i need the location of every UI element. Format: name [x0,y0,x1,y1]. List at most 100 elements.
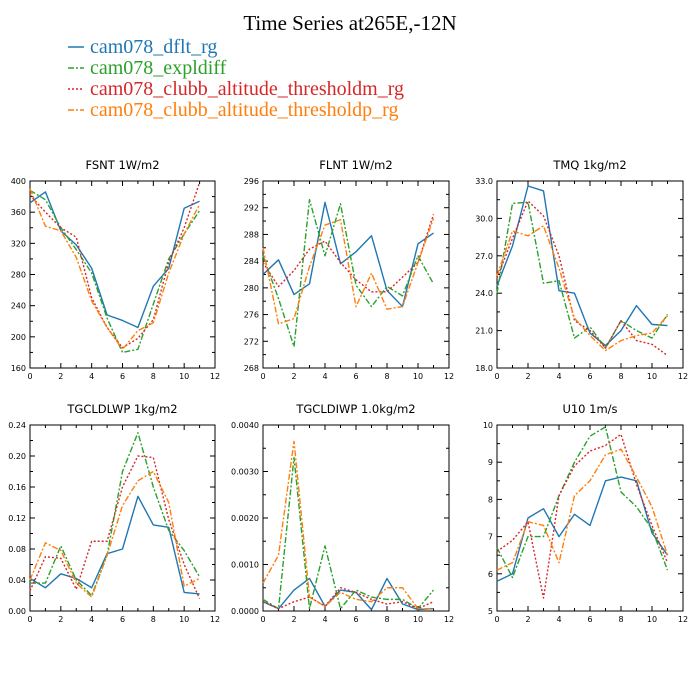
x-tick-label: 8 [618,372,623,381]
x-tick-label: 2 [58,372,63,381]
x-tick-label: 6 [587,372,592,381]
series-line [29,182,201,349]
x-tick-label: 0 [27,615,32,624]
series-line [496,201,669,349]
y-tick-label: 0.00 [8,607,26,616]
x-tick-label: 0 [260,615,265,624]
x-tick-label: 8 [151,615,156,624]
y-tick-label: 27.0 [475,252,493,261]
series-line [262,201,434,308]
y-tick-label: 6 [488,570,493,579]
panel-title: FLNT 1W/m2 [319,158,392,172]
y-tick-label: 0.04 [8,576,26,585]
plot-frame [496,180,684,369]
y-tick-label: 288 [244,230,259,239]
x-tick-label: 2 [291,615,296,624]
series-line [262,198,435,348]
x-tick-label: 12 [678,615,688,624]
y-tick-label: 18.0 [475,364,493,373]
x-tick-label: 12 [210,615,220,624]
x-tick-label: 4 [89,615,94,624]
x-tick-label: 12 [678,372,688,381]
legend-label: cam078_clubb_altitude_thresholdp_rg [90,99,398,121]
x-tick-label: 8 [151,372,156,381]
series-line [496,185,668,347]
x-tick-label: 10 [647,372,657,381]
x-tick-label: 10 [647,615,657,624]
x-tick-label: 8 [618,615,623,624]
x-tick-label: 0 [494,372,499,381]
x-tick-label: 4 [89,372,94,381]
legend-label: cam078_dflt_rg [90,36,217,58]
y-tick-label: 272 [244,337,259,346]
panel-title: TMQ 1kg/m2 [552,158,626,172]
y-tick-label: 0.12 [8,514,26,523]
panel-title: TGCLDIWP 1.0kg/m2 [295,402,415,416]
x-tick-label: 10 [179,372,189,381]
series-line [29,455,201,599]
panel-title: U10 1m/s [562,402,617,416]
y-tick-label: 200 [11,333,26,342]
y-tick-label: 7 [488,533,493,542]
y-tick-label: 33.0 [475,177,493,186]
chart-panel: FSNT 1W/m2 0 2 4 6 8 10 12 160 200 240 280 320 360 400 [11,158,220,381]
series-line [29,189,201,354]
series-line [262,456,435,610]
y-tick-label: 0.08 [8,545,26,554]
y-tick-label: 24.0 [475,289,493,298]
x-tick-label: 10 [413,615,423,624]
x-tick-label: 12 [444,372,454,381]
y-tick-label: 0.0010 [231,561,259,570]
series-line [262,218,435,325]
y-tick-label: 160 [11,364,26,373]
y-tick-label: 21.0 [475,327,493,336]
plot-frame [496,424,684,612]
series-line [496,225,669,352]
series-line [262,577,434,611]
series-line [262,214,435,293]
x-tick-label: 4 [556,615,561,624]
legend-label: cam078_expldiff [90,57,227,79]
series-line [29,470,200,598]
series-line [29,191,200,329]
series-line [496,200,668,357]
series-line [262,440,434,610]
plot-frame [262,424,450,612]
y-tick-label: 0.16 [8,483,26,492]
x-tick-label: 2 [291,372,296,381]
x-tick-label: 0 [260,372,265,381]
y-tick-label: 0.0000 [231,607,259,616]
y-tick-label: 5 [488,607,493,616]
x-tick-label: 2 [525,372,530,381]
x-tick-label: 10 [413,372,423,381]
chart-panel: TGCLDIWP 1.0kg/m2 0 2 4 6 8 10 12 0.0000 0.0010 0.… [231,402,454,624]
x-tick-label: 10 [179,615,189,624]
x-tick-label: 6 [120,372,125,381]
y-tick-label: 0.20 [8,452,26,461]
series-line [262,587,434,610]
y-tick-label: 280 [11,271,26,280]
series-line [29,188,201,350]
figure-title: Time Series at265E,-12N [243,11,456,35]
series-line [29,495,200,595]
y-tick-label: 268 [244,364,259,373]
plot-frame [29,180,216,369]
series-line [496,433,669,599]
x-tick-label: 8 [384,372,389,381]
x-tick-label: 6 [353,615,358,624]
y-tick-label: 9 [488,458,493,467]
series-line [496,426,669,579]
series-line [496,476,669,582]
y-tick-label: 280 [244,284,259,293]
y-tick-label: 400 [11,177,26,186]
chart-panel: FLNT 1W/m2 0 2 4 6 8 10 12 268 272 276 280 284 288 292… [244,158,454,381]
x-tick-label: 8 [384,615,389,624]
y-tick-label: 240 [11,302,26,311]
y-tick-label: 0.0040 [231,421,259,430]
chart-panel: TGCLDLWP 1kg/m2 0 2 4 6 8 10 12 0.00 0.04 0.08 0.12… [8,402,220,624]
x-tick-label: 0 [27,372,32,381]
y-tick-label: 360 [11,208,26,217]
panel-title: FSNT 1W/m2 [85,158,159,172]
x-tick-label: 2 [58,615,63,624]
